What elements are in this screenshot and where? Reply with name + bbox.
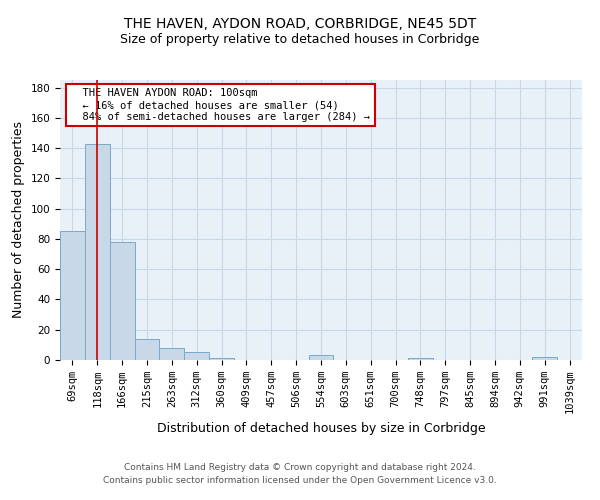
Bar xyxy=(408,358,433,360)
Text: Size of property relative to detached houses in Corbridge: Size of property relative to detached ho… xyxy=(121,32,479,46)
Bar xyxy=(308,356,334,360)
Text: THE HAVEN AYDON ROAD: 100sqm
  ← 16% of detached houses are smaller (54)
  84% o: THE HAVEN AYDON ROAD: 100sqm ← 16% of de… xyxy=(70,88,370,122)
Bar xyxy=(134,339,160,360)
Bar xyxy=(532,357,557,360)
X-axis label: Distribution of detached houses by size in Corbridge: Distribution of detached houses by size … xyxy=(157,422,485,435)
Bar xyxy=(85,144,110,360)
Text: THE HAVEN, AYDON ROAD, CORBRIDGE, NE45 5DT: THE HAVEN, AYDON ROAD, CORBRIDGE, NE45 5… xyxy=(124,18,476,32)
Bar xyxy=(209,358,234,360)
Bar xyxy=(184,352,209,360)
Bar xyxy=(60,232,85,360)
Bar xyxy=(160,348,184,360)
Text: Contains public sector information licensed under the Open Government Licence v3: Contains public sector information licen… xyxy=(103,476,497,485)
Y-axis label: Number of detached properties: Number of detached properties xyxy=(12,122,25,318)
Text: Contains HM Land Registry data © Crown copyright and database right 2024.: Contains HM Land Registry data © Crown c… xyxy=(124,464,476,472)
Bar xyxy=(110,242,134,360)
